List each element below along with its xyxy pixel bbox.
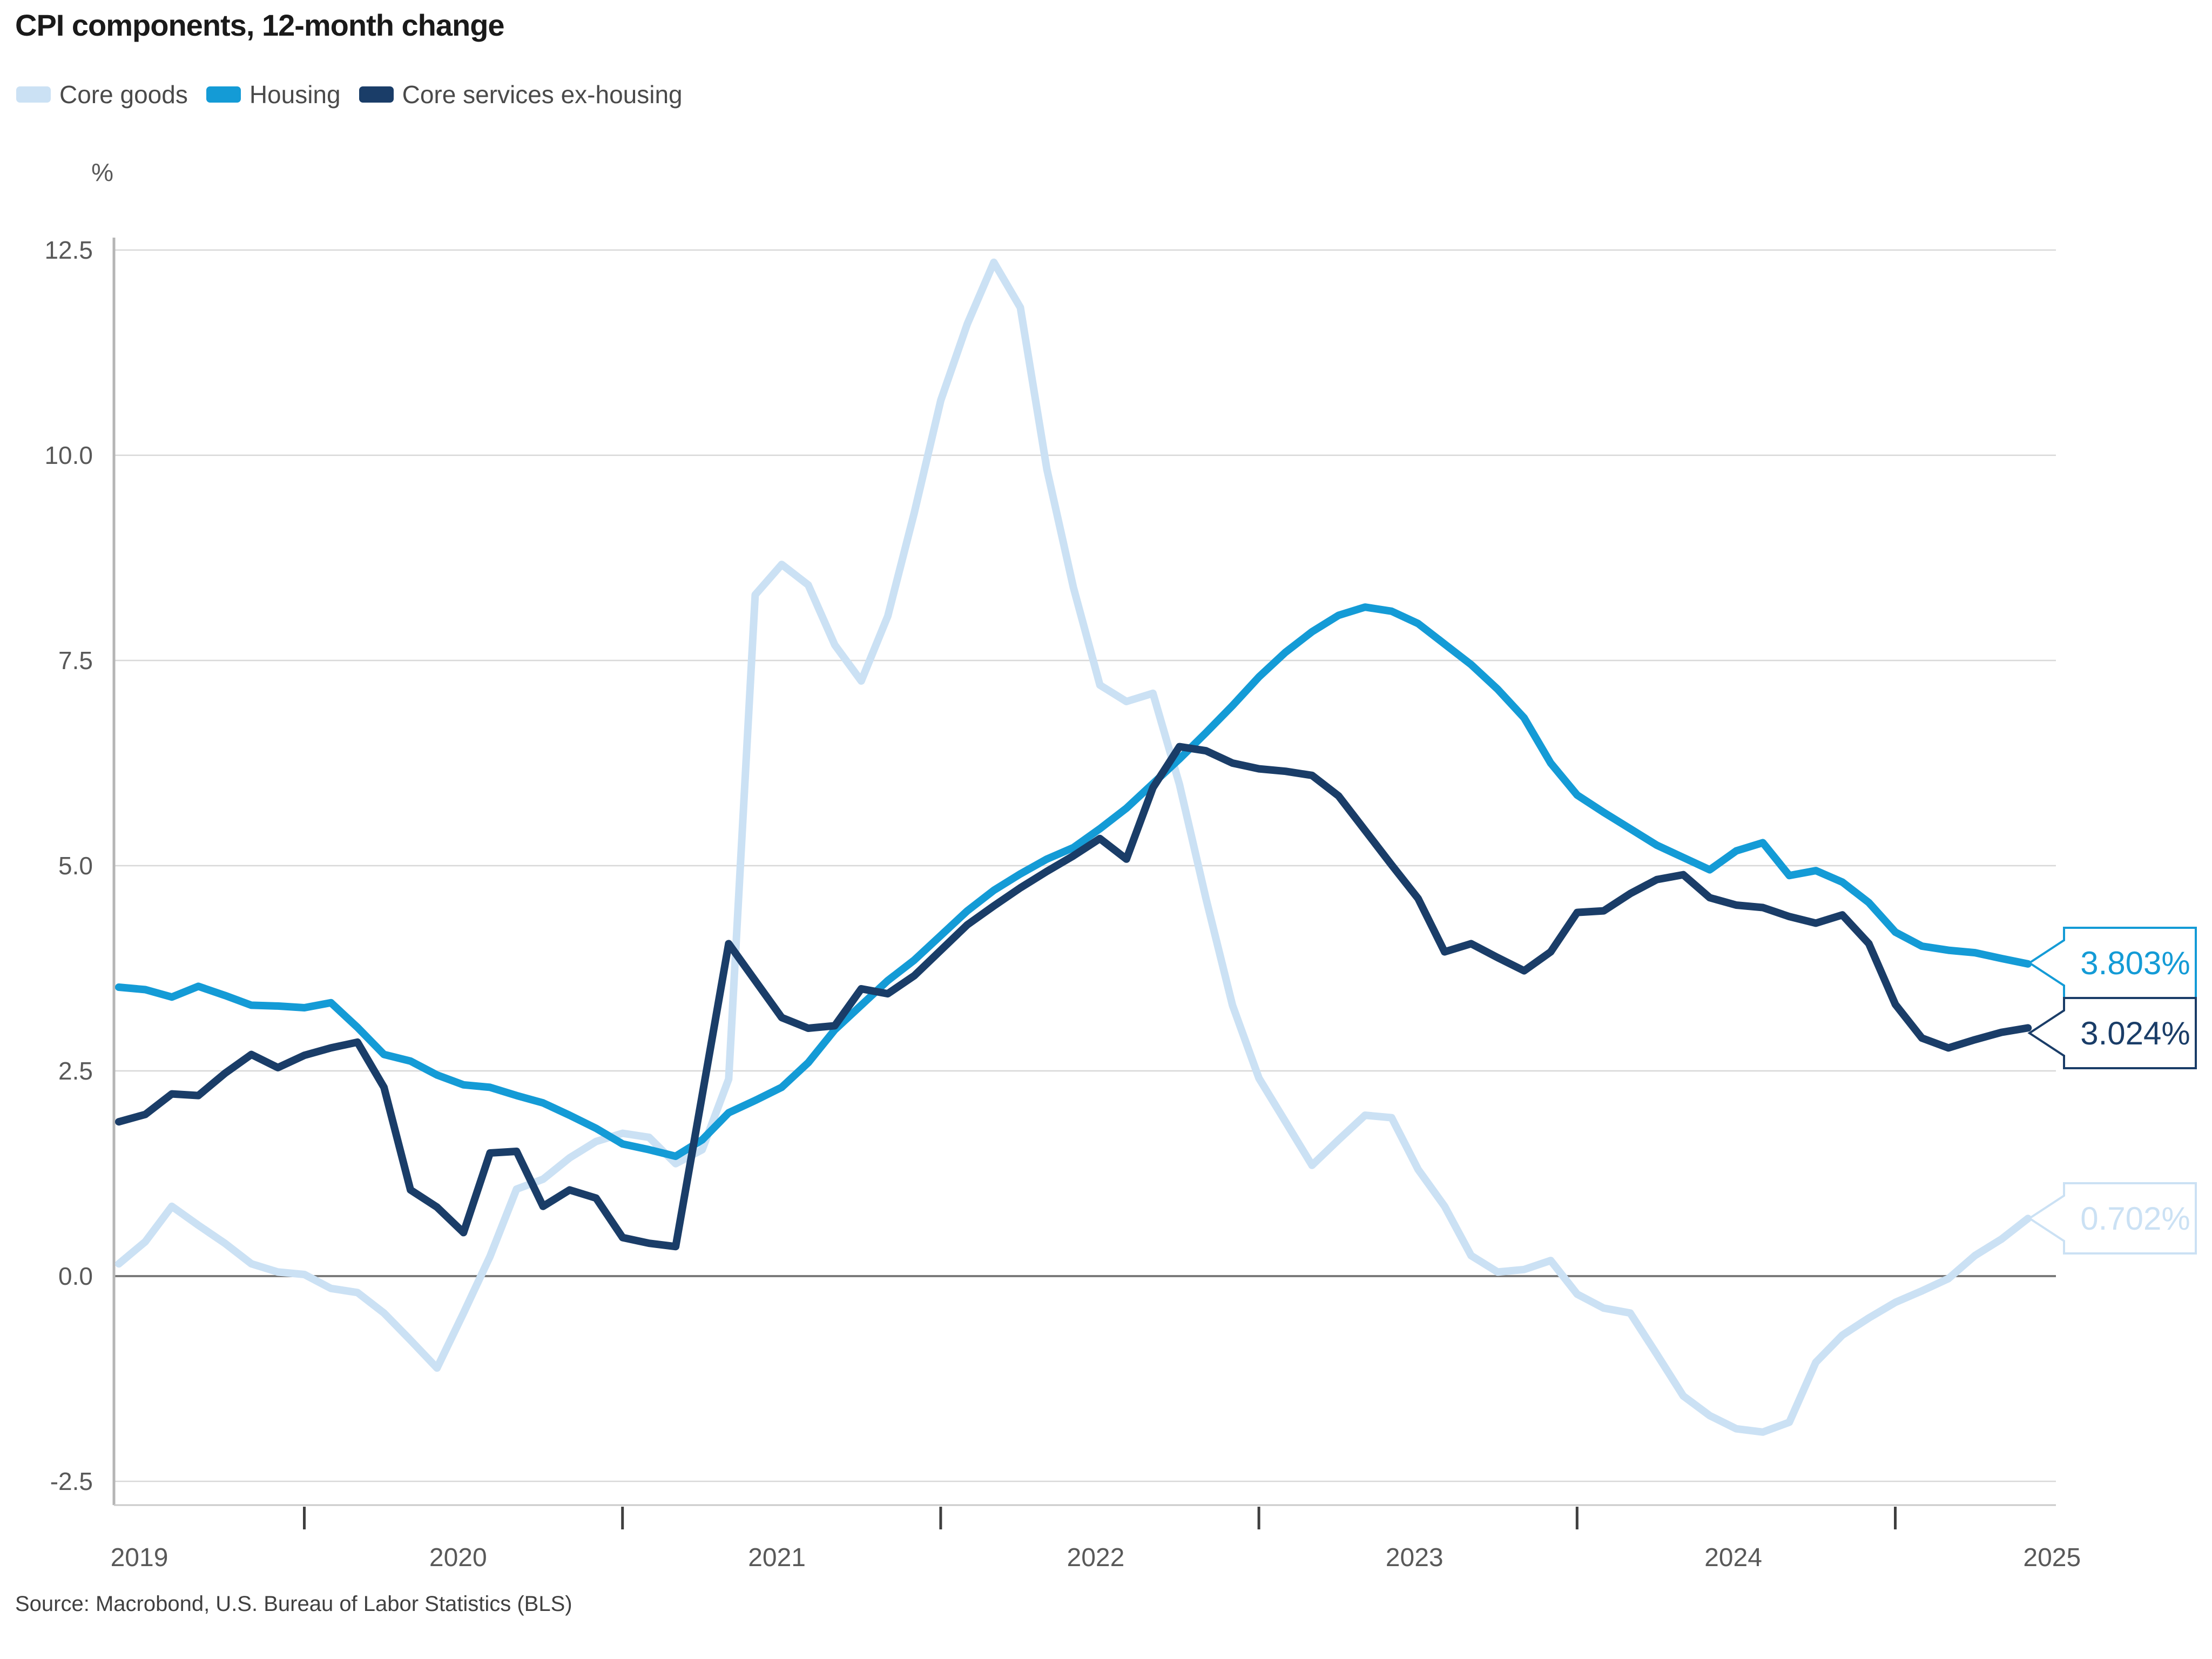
housing-callout-box <box>2027 927 2197 999</box>
y-axis-unit-label: % <box>91 158 113 186</box>
housing-swatch-icon <box>206 86 241 103</box>
y-axis-tick-label: 5.0 <box>58 852 93 880</box>
source-note: Source: Macrobond, U.S. Bureau of Labor … <box>15 1592 572 1616</box>
x-axis-year-label: 2024 <box>1704 1543 1762 1572</box>
legend-item-core-services: Core services ex-housing <box>359 80 683 109</box>
core-goods-callout-value: 0.702% <box>2080 1201 2190 1237</box>
y-axis-tick-label: -2.5 <box>50 1467 93 1495</box>
y-axis-tick-label: 7.5 <box>58 646 93 675</box>
core-goods-line <box>115 258 2032 1436</box>
core-goods-callout-box <box>2027 1182 2197 1255</box>
y-axis-tick-label: 10.0 <box>44 441 93 469</box>
core-services-ex-housing-line <box>115 743 2032 1251</box>
page-title: CPI components, 12-month change <box>15 8 505 42</box>
x-axis-year-label: 2021 <box>748 1543 806 1572</box>
x-axis-year-label: 2020 <box>429 1543 487 1572</box>
y-axis-tick-label: 2.5 <box>58 1057 93 1085</box>
core-goods-swatch-icon <box>16 86 51 103</box>
legend-item-housing: Housing <box>206 80 341 109</box>
core-services-ex-housing-callout-value: 3.024% <box>2080 1015 2190 1051</box>
y-axis-tick-label: 12.5 <box>44 236 93 264</box>
x-axis-year-label: 2023 <box>1386 1543 1444 1572</box>
y-axis-tick-label: 0.0 <box>58 1262 93 1290</box>
legend-label-housing: Housing <box>249 80 341 109</box>
legend-item-core-goods: Core goods <box>16 80 188 109</box>
legend: Core goods Housing Core services ex-hous… <box>16 80 683 109</box>
legend-label-core-services: Core services ex-housing <box>402 80 683 109</box>
legend-label-core-goods: Core goods <box>59 80 188 109</box>
x-axis-year-label: 2019 <box>111 1543 168 1572</box>
core-services-swatch-icon <box>359 86 394 103</box>
core-services-ex-housing-callout-box <box>2027 997 2197 1069</box>
x-axis-year-label: 2025 <box>2023 1543 2081 1572</box>
x-axis-year-label: 2022 <box>1067 1543 1125 1572</box>
housing-line <box>115 603 2032 1161</box>
housing-callout-value: 3.803% <box>2080 945 2190 981</box>
